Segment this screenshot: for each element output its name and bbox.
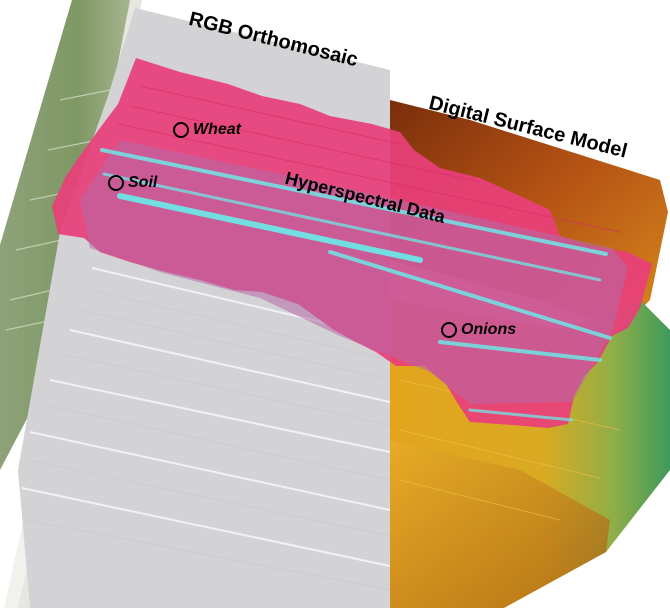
site-wheat: Wheat xyxy=(173,121,241,139)
site-soil-label: Soil xyxy=(128,174,158,191)
site-onions-label: Onions xyxy=(461,321,517,338)
site-onions: Onions xyxy=(441,321,516,339)
site-wheat-label: Wheat xyxy=(193,121,241,138)
circle-marker-icon xyxy=(108,175,124,191)
circle-marker-icon xyxy=(173,122,189,138)
site-soil: Soil xyxy=(108,174,157,192)
circle-marker-icon xyxy=(441,322,457,338)
